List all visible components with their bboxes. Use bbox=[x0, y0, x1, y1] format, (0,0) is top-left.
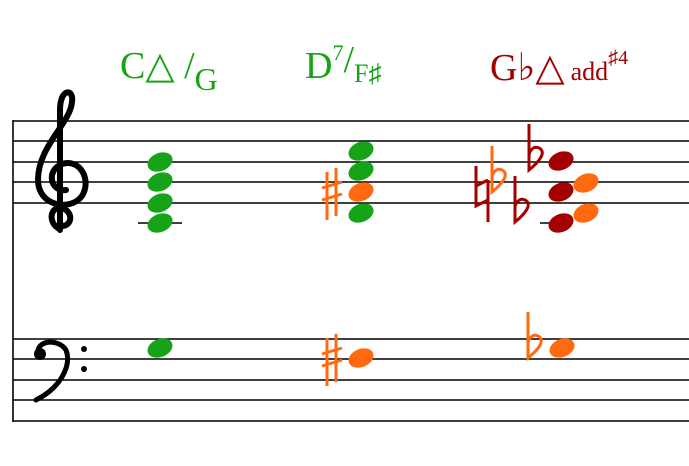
chord-label: D7/F♯ bbox=[305, 39, 381, 88]
note bbox=[348, 141, 374, 161]
chord-symbol: G♭△ bbox=[490, 47, 565, 89]
chord-addition: add bbox=[571, 57, 609, 86]
note bbox=[548, 213, 574, 233]
flat bbox=[527, 124, 544, 174]
chord-extension: ♯4 bbox=[608, 47, 628, 69]
chord-label: G♭△ add♯4 bbox=[490, 47, 628, 89]
flat bbox=[490, 146, 507, 196]
chord-symbol: D bbox=[305, 45, 332, 87]
sharp bbox=[321, 168, 343, 220]
note bbox=[548, 151, 574, 171]
note bbox=[573, 173, 599, 193]
note bbox=[548, 182, 574, 202]
chord-symbol: C△ / bbox=[120, 45, 195, 87]
staff-lines bbox=[12, 120, 689, 422]
bass-clef-dot bbox=[81, 346, 87, 352]
chord-extension: 7 bbox=[332, 40, 343, 65]
flat bbox=[513, 176, 530, 226]
bass-clef bbox=[34, 348, 46, 360]
chord-bass: G bbox=[195, 61, 218, 97]
note bbox=[348, 348, 374, 368]
bass-clef bbox=[33, 339, 70, 403]
note bbox=[147, 338, 173, 358]
note bbox=[348, 203, 374, 223]
note bbox=[573, 203, 599, 223]
flat bbox=[526, 312, 543, 362]
sharp bbox=[321, 334, 343, 386]
note bbox=[348, 182, 374, 202]
notes bbox=[147, 141, 599, 368]
note bbox=[147, 193, 173, 213]
note bbox=[348, 161, 374, 181]
treble-clef bbox=[34, 89, 89, 233]
natural bbox=[474, 166, 490, 222]
accidentals bbox=[321, 124, 544, 386]
note bbox=[147, 172, 173, 192]
bass-clef-dot bbox=[81, 366, 87, 372]
chord-bass: F♯ bbox=[354, 59, 381, 88]
note bbox=[549, 338, 575, 358]
note bbox=[147, 152, 173, 172]
note bbox=[147, 213, 173, 233]
chord-slash: / bbox=[343, 39, 354, 81]
chord-label: C△ /G bbox=[120, 45, 218, 97]
